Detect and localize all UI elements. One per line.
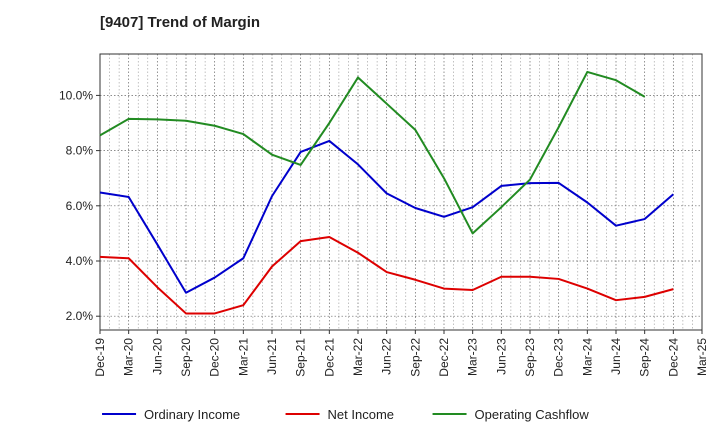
y-tick-label: 10.0% bbox=[59, 88, 93, 102]
y-tick-label: 6.0% bbox=[66, 199, 94, 213]
x-tick-label: Sep-24 bbox=[638, 338, 652, 377]
plot-border bbox=[99, 53, 703, 331]
legend-label: Ordinary Income bbox=[144, 407, 240, 422]
y-tick-label: 2.0% bbox=[66, 309, 94, 323]
x-tick-label: Sep-23 bbox=[523, 338, 537, 377]
x-tick-label: Sep-21 bbox=[294, 338, 308, 377]
series-line-net-income bbox=[99, 235, 674, 315]
x-tick-label: Mar-24 bbox=[580, 338, 594, 376]
x-tick-label: Jun-21 bbox=[265, 338, 279, 375]
x-tick-label: Mar-23 bbox=[466, 338, 480, 376]
y-tick-label: 8.0% bbox=[66, 144, 94, 158]
x-tick-label: Dec-20 bbox=[208, 338, 222, 377]
x-tick-label: Dec-24 bbox=[666, 338, 680, 377]
y-tick-label: 4.0% bbox=[66, 254, 94, 268]
x-tick-label: Jun-24 bbox=[609, 338, 623, 375]
x-tick-label: Sep-22 bbox=[408, 338, 422, 377]
x-tick-label: Jun-22 bbox=[380, 338, 394, 375]
plot-area bbox=[100, 54, 702, 330]
chart-title: [9407] Trend of Margin bbox=[100, 14, 261, 31]
x-tick-label: Dec-21 bbox=[322, 338, 336, 377]
x-tick-label: Sep-20 bbox=[179, 338, 193, 377]
x-tick-label: Dec-22 bbox=[437, 338, 451, 377]
x-tick-label: Mar-25 bbox=[695, 338, 709, 376]
x-tick-label: Mar-20 bbox=[122, 338, 136, 376]
series-line-ordinary-income bbox=[99, 139, 674, 294]
x-tick-label: Mar-22 bbox=[351, 338, 365, 376]
legend-label: Operating Cashflow bbox=[475, 407, 590, 422]
series-line-operating-cashflow bbox=[99, 70, 646, 235]
x-tick-label: Jun-23 bbox=[494, 338, 508, 375]
x-tick-label: Dec-23 bbox=[552, 338, 566, 377]
x-tick-label: Dec-19 bbox=[93, 338, 107, 377]
x-tick-label: Jun-20 bbox=[150, 338, 164, 375]
x-tick-label: Mar-21 bbox=[236, 338, 250, 376]
legend-label: Net Income bbox=[328, 407, 394, 422]
